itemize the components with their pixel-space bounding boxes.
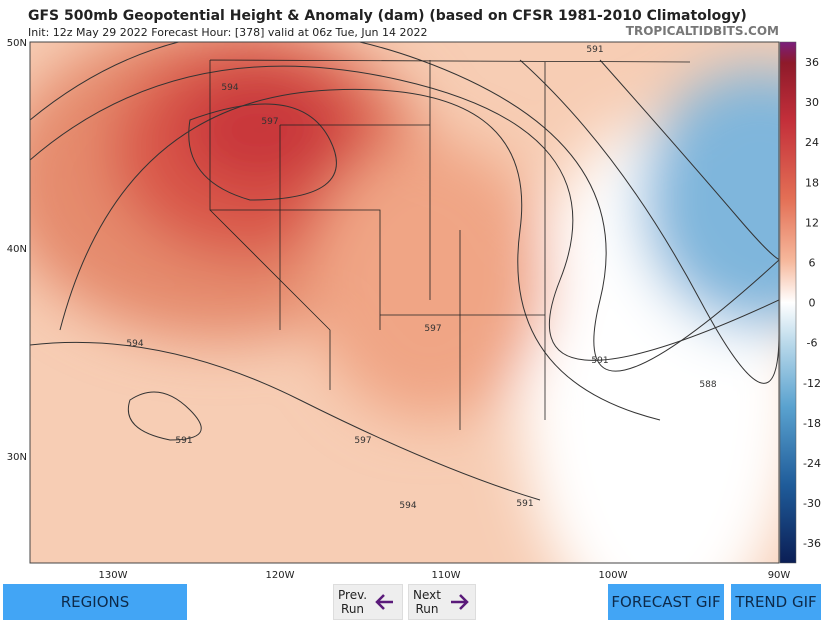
lat-label: 40N [7, 244, 27, 255]
colorbar-label: 18 [805, 176, 819, 189]
colorbar-label: -24 [803, 457, 821, 470]
trend-gif-button[interactable]: TREND GIF [731, 584, 821, 620]
colorbar-label: 6 [809, 257, 816, 270]
colorbar-label: 30 [805, 96, 819, 109]
map-frame [29, 41, 780, 564]
contour-label: 594 [399, 501, 416, 511]
prev-run-label: Prev. Run [338, 588, 368, 616]
map-field [30, 42, 779, 563]
lon-label: 120W [266, 570, 295, 580]
contour-label: 594 [126, 339, 143, 349]
contour-label: 591 [591, 356, 608, 366]
lon-label: 100W [599, 570, 628, 580]
colorbar-label: 36 [805, 56, 819, 69]
contour-label: 597 [261, 117, 278, 127]
colorbar-label: -36 [803, 537, 821, 550]
next-run-label: Next Run [413, 588, 441, 616]
contour-label: 591 [516, 499, 533, 509]
lon-label: 130W [99, 570, 128, 580]
forecast-gif-button[interactable]: FORECAST GIF [608, 584, 724, 620]
contour-label: 594 [221, 83, 238, 93]
contour-label: 597 [424, 324, 441, 334]
title: GFS 500mb Geopotential Height & Anomaly … [28, 8, 747, 24]
contour-label: 597 [354, 436, 371, 446]
contour-label: 588 [699, 380, 716, 390]
colorbar-label: 24 [805, 136, 819, 149]
next-run-button[interactable]: Next Run [408, 584, 476, 620]
prev-run-button[interactable]: Prev. Run [333, 584, 403, 620]
prev-arrow [375, 594, 394, 610]
subtitle: Init: 12z May 29 2022 Forecast Hour: [37… [28, 26, 428, 39]
colorbar-label: 0 [809, 297, 816, 310]
lon-label: 90W [768, 570, 791, 580]
contour-label: 591 [175, 436, 192, 446]
colorbar-label: -6 [807, 337, 818, 350]
next-arrow [450, 594, 469, 610]
colorbar-label: -18 [803, 417, 821, 430]
colorbar [779, 41, 797, 564]
lat-label: 50N [7, 38, 27, 49]
lon-label: 110W [432, 570, 461, 580]
colorbar-label: -12 [803, 377, 821, 390]
lat-label: 30N [7, 452, 27, 463]
contour-label: 591 [586, 45, 603, 55]
map: 50N 40N 30N 130W 120W 110W 100W 90W 591 594 597 597… [7, 38, 821, 580]
regions-button[interactable]: REGIONS [3, 584, 187, 620]
colorbar-label: -30 [803, 497, 821, 510]
colorbar-label: 12 [805, 216, 819, 229]
watermark: TROPICALTIDBITS.COM [625, 24, 779, 38]
